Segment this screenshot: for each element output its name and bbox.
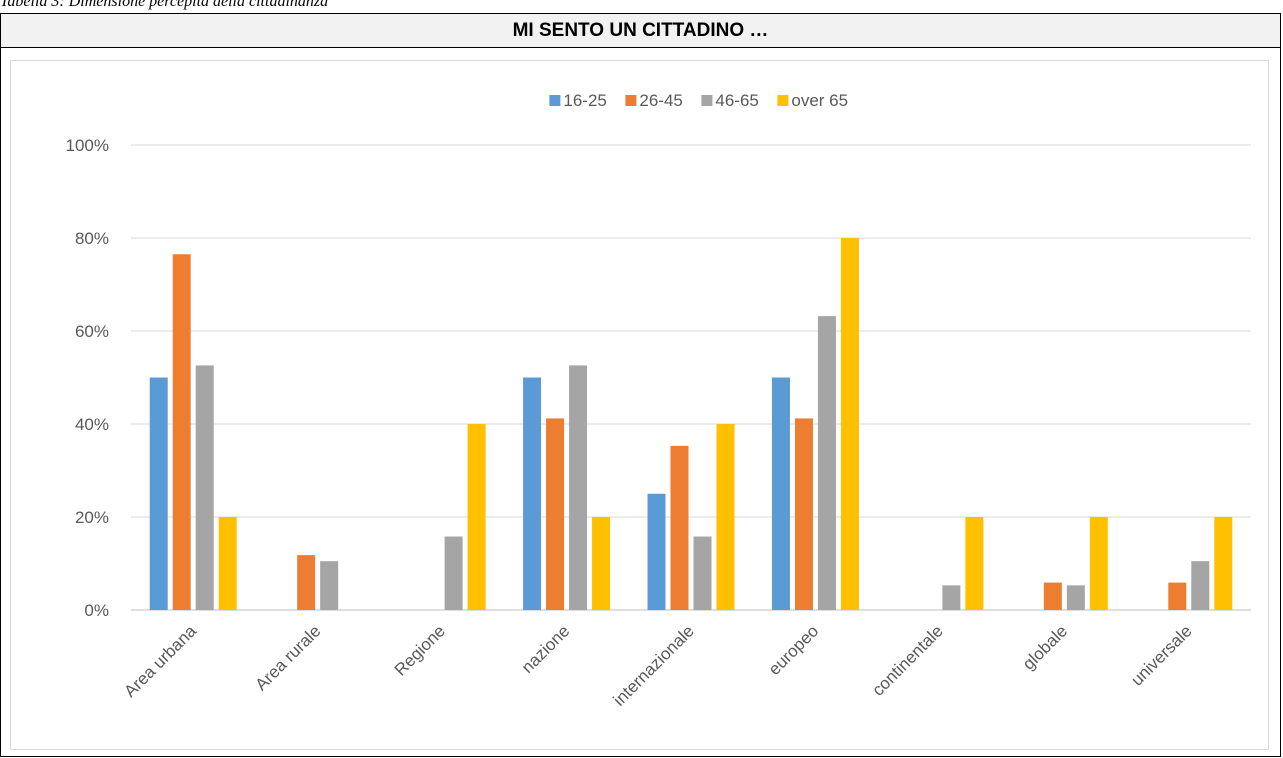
bar-chart: 0% 20% 40% 60% 80% 100% Area urbana Area rural… xyxy=(66,91,1251,710)
bar xyxy=(716,424,735,610)
legend-swatch xyxy=(549,95,561,106)
bar xyxy=(297,555,316,610)
x-axis: Area urbana Area rurale Regione nazione inte… xyxy=(120,621,1195,710)
bar xyxy=(546,418,565,610)
bar xyxy=(218,517,237,610)
y-tick-label: 0% xyxy=(84,601,109,620)
y-tick-label: 80% xyxy=(75,229,109,248)
legend-swatch xyxy=(625,95,637,106)
x-tick-label: Regione xyxy=(391,621,449,679)
x-tick-label: nazione xyxy=(518,621,574,677)
chart-area: 0% 20% 40% 60% 80% 100% Area urbana Area rural… xyxy=(10,60,1269,750)
bar xyxy=(647,493,666,610)
bar xyxy=(149,377,168,610)
bar xyxy=(523,377,542,610)
y-tick-label: 20% xyxy=(75,508,109,527)
bar xyxy=(467,424,486,610)
bar xyxy=(172,254,191,610)
x-tick-label: Area rurale xyxy=(252,621,325,694)
legend-label: 26-45 xyxy=(639,91,682,110)
bar xyxy=(195,365,214,610)
x-tick-label: globale xyxy=(1019,621,1071,673)
table-caption: Tabella 3: Dimensione percepita della ci… xyxy=(0,0,329,10)
bar xyxy=(794,418,813,610)
legend-label: 16-25 xyxy=(563,91,606,110)
legend-item: 46-65 xyxy=(701,91,759,110)
bar xyxy=(1168,582,1187,610)
bar xyxy=(693,536,712,610)
bar xyxy=(817,316,836,610)
chart-frame: MI SENTO UN CITTADINO … 0% 20% 40% 60% 80% 10… xyxy=(0,13,1281,757)
bar xyxy=(1043,582,1062,610)
bar xyxy=(1214,517,1233,610)
x-tick-label: Area urbana xyxy=(120,621,200,701)
bar xyxy=(670,445,689,610)
bar xyxy=(771,377,790,610)
bar xyxy=(942,585,961,610)
bar xyxy=(1066,585,1085,610)
bar xyxy=(1191,561,1210,610)
bar xyxy=(592,517,611,610)
legend-item: 16-25 xyxy=(549,91,607,110)
legend-swatch xyxy=(701,95,713,106)
legend-item: 26-45 xyxy=(625,91,683,110)
x-tick-label: continentale xyxy=(868,621,946,699)
y-tick-label: 60% xyxy=(75,322,109,341)
legend-swatch xyxy=(777,95,789,106)
legend-label: over 65 xyxy=(791,91,848,110)
x-tick-label: internazionale xyxy=(610,621,698,709)
bar xyxy=(1089,517,1108,610)
y-tick-label: 40% xyxy=(75,415,109,434)
bar xyxy=(320,561,339,610)
title-bar: MI SENTO UN CITTADINO … xyxy=(1,14,1280,48)
bar xyxy=(965,517,984,610)
x-tick-label: europeo xyxy=(765,621,823,679)
chart-title: MI SENTO UN CITTADINO … xyxy=(512,19,769,41)
bar xyxy=(569,365,588,610)
x-tick-label: universale xyxy=(1127,621,1195,689)
y-tick-label: 100% xyxy=(66,136,109,155)
legend: 16-25 26-45 46-65 over 65 xyxy=(549,91,848,110)
bar xyxy=(840,238,859,610)
gridlines xyxy=(131,144,1251,611)
bar xyxy=(444,536,463,610)
bars xyxy=(149,238,1233,610)
legend-item: over 65 xyxy=(777,91,848,110)
legend-label: 46-65 xyxy=(715,91,758,110)
y-axis: 0% 20% 40% 60% 80% 100% xyxy=(66,136,109,620)
